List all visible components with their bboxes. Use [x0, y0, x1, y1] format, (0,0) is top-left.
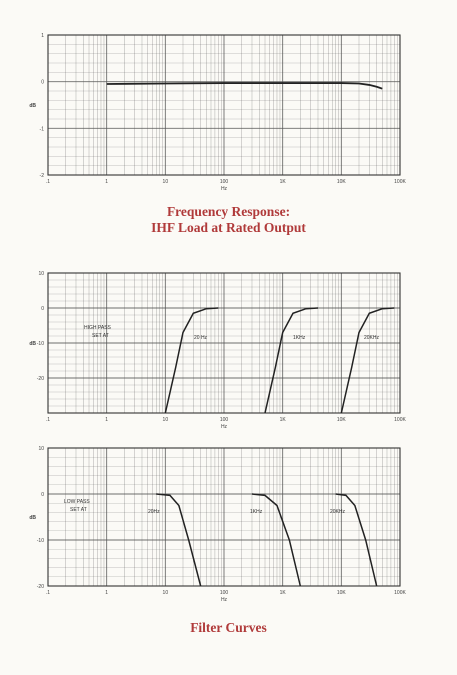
annotation-label: 20 Hz: [194, 335, 208, 341]
y-tick-label: -10: [37, 538, 44, 544]
series-curve: [156, 493, 202, 587]
caption-line-2: IHF Load at Rated Output: [151, 220, 306, 235]
plot-frame: [47, 447, 401, 587]
annotation-label: 20Hz: [148, 509, 160, 515]
x-tick-label: 1K: [280, 590, 287, 596]
frequency-response-caption: Frequency Response: IHF Load at Rated Ou…: [0, 204, 457, 236]
y-axis-label: dB: [29, 515, 36, 521]
y-axis-label: dB: [29, 341, 36, 347]
x-tick-label: 10K: [337, 179, 347, 185]
annotation-label: HIGH PASS: [84, 325, 112, 331]
plot-frame: [47, 272, 401, 414]
y-tick-label: -2: [40, 173, 45, 179]
x-tick-label: 10K: [337, 417, 347, 423]
y-tick-label: -10: [37, 341, 44, 347]
y-tick-label: 10: [38, 446, 44, 452]
y-tick-label: -20: [37, 376, 44, 382]
x-tick-label: .1: [46, 179, 50, 185]
x-tick-label: 1: [105, 417, 108, 423]
x-tick-label: 10: [163, 417, 169, 423]
annotation-label: 1KHz: [250, 509, 263, 515]
x-tick-label: .1: [46, 417, 50, 423]
caption-line-1: Frequency Response:: [166, 204, 291, 219]
series-curve: [335, 493, 378, 587]
y-tick-label: 0: [41, 80, 44, 86]
annotation-label: 1KHz: [293, 335, 306, 341]
filter-curves-caption: Filter Curves: [0, 620, 457, 636]
plot-frame: [47, 34, 401, 176]
series-curve: [164, 307, 219, 414]
x-tick-label: 10: [163, 179, 169, 185]
x-tick-label: 100K: [394, 590, 406, 596]
series-curve: [264, 307, 319, 414]
x-tick-label: 100: [220, 417, 229, 423]
x-tick-label: 10: [163, 590, 169, 596]
annotation-label: 20KHz: [330, 509, 346, 515]
annotation-label: SET AT: [92, 333, 109, 339]
x-tick-label: 1: [105, 179, 108, 185]
x-tick-label: 10K: [337, 590, 347, 596]
x-tick-label: 1K: [280, 417, 287, 423]
annotation-label: LOW PASS: [64, 499, 90, 505]
y-tick-label: -1: [40, 126, 45, 132]
annotation-label: 20KHz: [364, 335, 380, 341]
y-tick-label: 0: [41, 306, 44, 312]
x-tick-label: .1: [46, 590, 50, 596]
x-tick-label: 1: [105, 590, 108, 596]
x-axis-label: Hz: [221, 186, 228, 192]
x-axis-label: Hz: [221, 424, 228, 430]
x-tick-label: 100K: [394, 417, 406, 423]
series-curve: [340, 307, 395, 414]
caption-filter: Filter Curves: [190, 620, 267, 635]
x-tick-label: 1K: [280, 179, 287, 185]
annotation-label: SET AT: [70, 507, 87, 513]
series-curve: [106, 82, 383, 90]
y-tick-label: 0: [41, 492, 44, 498]
y-tick-label: 10: [38, 271, 44, 277]
x-tick-label: 100: [220, 179, 229, 185]
x-tick-label: 100K: [394, 179, 406, 185]
x-axis-label: Hz: [221, 597, 228, 603]
series-curve: [251, 493, 302, 587]
y-tick-label: 1: [41, 33, 44, 39]
y-axis-label: dB: [29, 103, 36, 109]
x-tick-label: 100: [220, 590, 229, 596]
y-tick-label: -20: [37, 584, 44, 590]
